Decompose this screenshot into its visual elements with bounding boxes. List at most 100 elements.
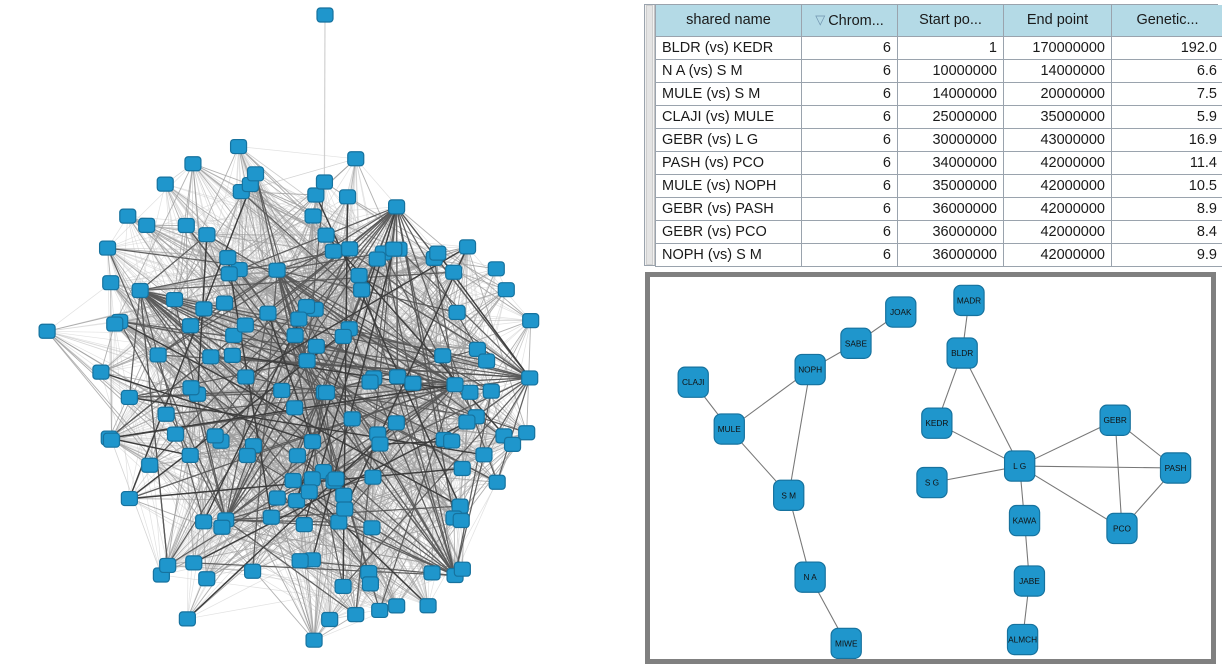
network-node[interactable] xyxy=(353,282,371,298)
network-node[interactable] xyxy=(149,347,167,363)
network-node[interactable] xyxy=(290,311,308,327)
network-node[interactable]: PASH xyxy=(1159,452,1192,484)
network-node[interactable] xyxy=(165,291,184,308)
network-node[interactable] xyxy=(341,241,359,257)
network-edge[interactable] xyxy=(788,369,811,496)
network-node[interactable] xyxy=(237,369,255,385)
network-node[interactable] xyxy=(286,327,304,344)
network-node[interactable]: SABE xyxy=(840,327,872,359)
network-node[interactable] xyxy=(458,414,476,430)
network-node[interactable] xyxy=(181,318,200,334)
network-edge[interactable] xyxy=(1019,465,1176,469)
network-node[interactable] xyxy=(317,384,336,401)
table-header-3[interactable]: End point xyxy=(1003,5,1112,37)
network-node[interactable] xyxy=(198,571,216,587)
network-node[interactable] xyxy=(443,433,461,449)
network-node[interactable]: JOAK xyxy=(885,296,917,328)
network-node[interactable] xyxy=(38,323,56,339)
network-node[interactable] xyxy=(371,602,389,619)
network-node[interactable] xyxy=(98,240,117,256)
network-node[interactable] xyxy=(361,576,380,592)
network-node[interactable] xyxy=(297,298,316,315)
network-node[interactable] xyxy=(388,598,406,614)
network-node[interactable] xyxy=(119,208,137,224)
network-node[interactable] xyxy=(522,313,540,329)
network-node[interactable] xyxy=(338,189,357,205)
network-node[interactable] xyxy=(225,327,243,344)
network-node[interactable] xyxy=(157,406,175,422)
table-row[interactable]: CLAJI (vs) MULE 6 25000000 35000000 5.9 xyxy=(655,105,1222,129)
network-node[interactable] xyxy=(452,512,470,529)
network-node[interactable] xyxy=(236,317,254,333)
table-row[interactable]: GEBR (vs) PASH 6 36000000 42000000 8.9 xyxy=(655,197,1222,221)
network-node[interactable]: NOPH xyxy=(794,353,826,386)
subnetwork-canvas[interactable]: JOAK SABE NOPH CLAJI MULE S M N A MIWE MADR BLDR K… xyxy=(650,277,1211,659)
table-row[interactable]: GEBR (vs) L G 6 30000000 43000000 16.9 xyxy=(655,128,1222,152)
network-node[interactable] xyxy=(298,353,316,369)
network-node[interactable] xyxy=(488,474,506,490)
network-node[interactable] xyxy=(388,369,407,385)
network-node[interactable] xyxy=(327,471,345,487)
table-body[interactable]: BLDR (vs) KEDR 6 1 170000000 192.0 N A (vs) S… xyxy=(655,36,1222,267)
table-header-2[interactable]: Start po... xyxy=(897,5,1004,37)
network-node[interactable] xyxy=(213,519,231,535)
network-node[interactable] xyxy=(141,457,159,473)
table-header-1[interactable]: ▽ Chrom... xyxy=(801,5,898,37)
network-node[interactable] xyxy=(521,370,539,386)
network-node[interactable] xyxy=(198,227,216,243)
table-row[interactable]: N A (vs) S M 6 10000000 14000000 6.6 xyxy=(655,59,1222,83)
network-node[interactable] xyxy=(385,241,403,257)
network-node[interactable]: MULE xyxy=(713,413,745,445)
edge-table[interactable]: shared name ▽ Chrom... Start po... End point… xyxy=(655,5,1222,267)
network-node[interactable] xyxy=(284,472,302,489)
network-node[interactable] xyxy=(273,382,291,399)
network-node[interactable] xyxy=(334,328,352,345)
network-node[interactable] xyxy=(334,578,352,595)
network-node[interactable] xyxy=(219,250,237,266)
network-node[interactable] xyxy=(371,436,389,452)
network-node[interactable] xyxy=(503,436,522,452)
network-node[interactable] xyxy=(347,151,365,167)
network-node[interactable] xyxy=(92,364,110,380)
main-network-view[interactable] xyxy=(0,0,640,669)
main-network-canvas[interactable] xyxy=(0,0,640,669)
network-node[interactable] xyxy=(307,187,325,203)
network-node[interactable]: BLDR xyxy=(946,337,978,369)
network-node[interactable] xyxy=(102,275,120,291)
network-node[interactable] xyxy=(131,282,149,299)
network-node[interactable] xyxy=(246,166,265,182)
network-node[interactable] xyxy=(303,471,321,487)
network-node[interactable]: JABE xyxy=(1013,565,1046,597)
network-node[interactable] xyxy=(268,490,286,506)
table-row[interactable]: BLDR (vs) KEDR 6 1 170000000 192.0 xyxy=(655,36,1222,60)
network-node[interactable] xyxy=(336,501,354,517)
network-node[interactable] xyxy=(238,447,256,464)
network-node[interactable] xyxy=(185,555,203,571)
network-node[interactable] xyxy=(315,174,334,190)
subnetwork-panel[interactable]: JOAK SABE NOPH CLAJI MULE S M N A MIWE MADR BLDR K… xyxy=(645,272,1216,664)
network-node[interactable]: GEBR xyxy=(1099,404,1131,436)
network-node[interactable] xyxy=(259,305,277,321)
table-vertical-scrollbar[interactable] xyxy=(645,5,655,265)
network-node[interactable] xyxy=(286,400,304,416)
network-node[interactable] xyxy=(350,267,368,284)
network-node[interactable] xyxy=(181,447,199,463)
network-node[interactable] xyxy=(419,598,437,614)
network-node[interactable] xyxy=(215,295,234,311)
table-row[interactable]: MULE (vs) NOPH 6 35000000 42000000 10.5 xyxy=(655,174,1222,198)
network-node[interactable]: CLAJI xyxy=(677,366,709,398)
network-node[interactable]: MADR xyxy=(953,284,985,317)
network-node[interactable] xyxy=(368,251,386,267)
network-node[interactable] xyxy=(475,447,493,463)
network-node[interactable] xyxy=(387,415,405,431)
scrollbar-thumb[interactable] xyxy=(646,5,653,265)
network-node[interactable] xyxy=(477,353,496,369)
network-node[interactable] xyxy=(262,509,280,525)
network-node[interactable] xyxy=(220,266,238,282)
network-node[interactable] xyxy=(330,514,348,530)
network-node[interactable] xyxy=(307,338,325,354)
network-node[interactable] xyxy=(305,632,323,648)
network-node[interactable] xyxy=(321,611,339,628)
network-node[interactable] xyxy=(518,425,536,441)
network-node[interactable]: L G xyxy=(1003,450,1036,482)
